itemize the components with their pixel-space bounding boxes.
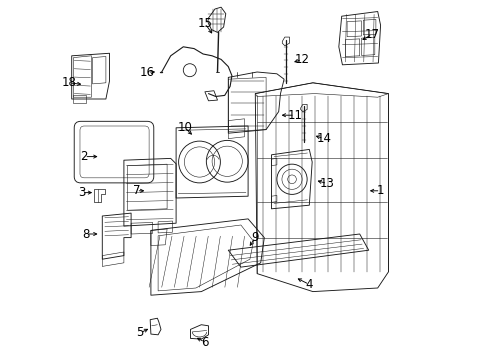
Text: 7: 7: [132, 184, 140, 197]
Text: 11: 11: [287, 109, 302, 122]
Text: 14: 14: [316, 132, 330, 145]
Text: 10: 10: [177, 121, 192, 134]
Text: 1: 1: [376, 184, 384, 197]
Text: 13: 13: [319, 177, 334, 190]
Text: 8: 8: [82, 228, 90, 240]
Text: 3: 3: [78, 186, 85, 199]
Text: 6: 6: [201, 336, 208, 348]
Text: 18: 18: [61, 76, 76, 89]
Text: 2: 2: [81, 150, 88, 163]
Text: 16: 16: [140, 66, 155, 78]
Text: 17: 17: [364, 28, 379, 41]
Text: 4: 4: [305, 278, 312, 291]
Text: 12: 12: [294, 53, 309, 66]
Text: 5: 5: [136, 327, 143, 339]
Text: 9: 9: [251, 231, 259, 244]
Text: 15: 15: [197, 17, 212, 30]
